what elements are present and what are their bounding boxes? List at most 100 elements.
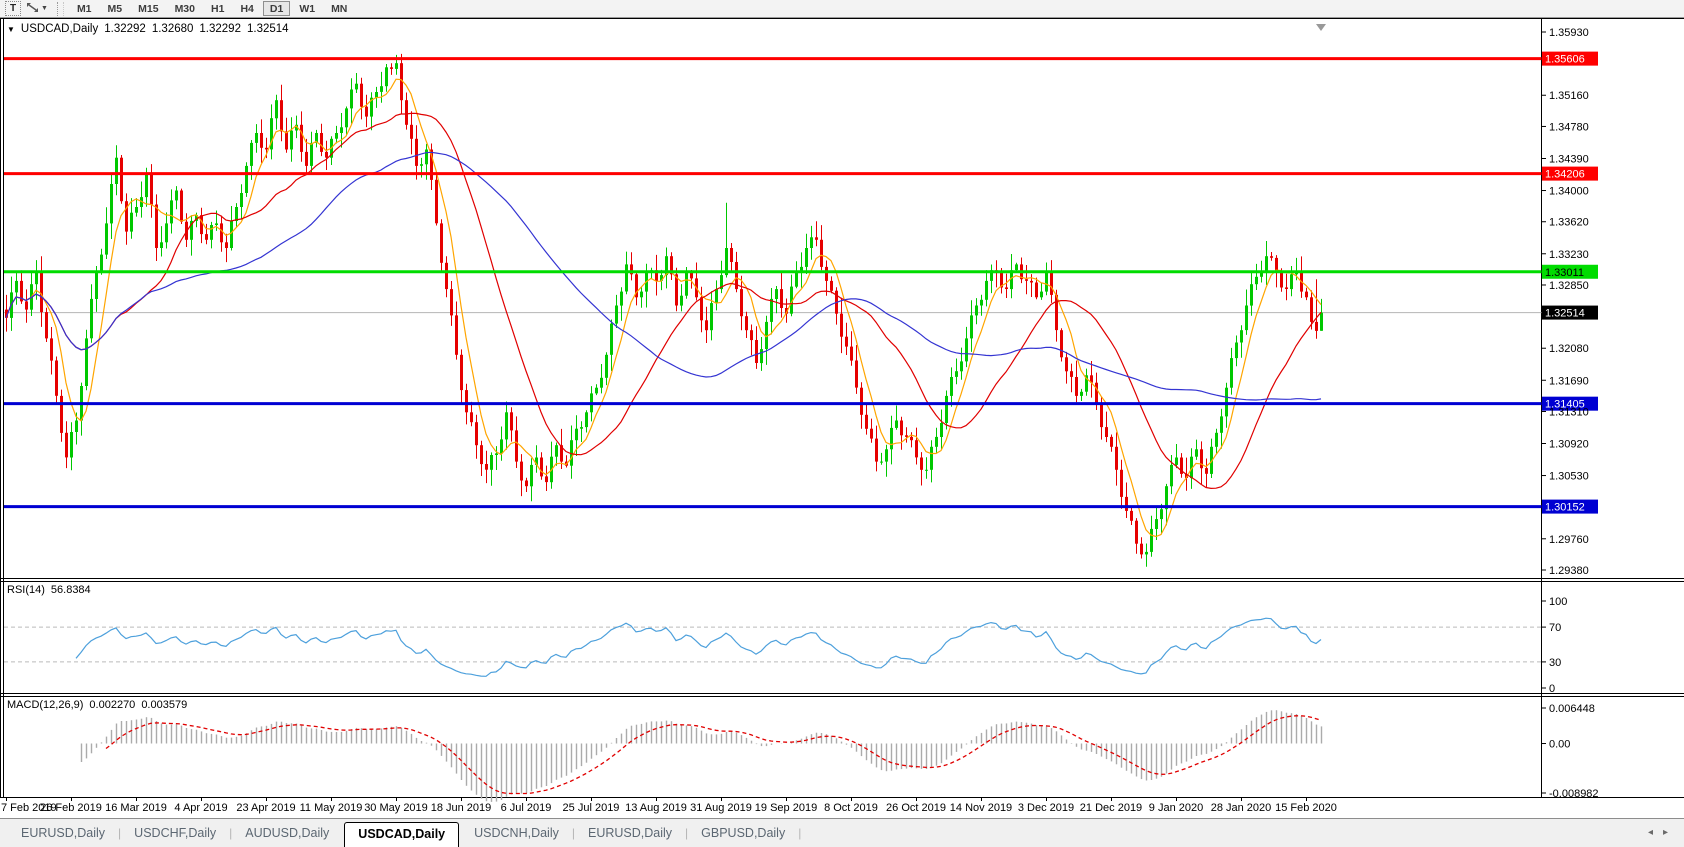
candle-body — [115, 157, 118, 184]
macd-indicator-label[interactable]: MACD(12,26,9) 0.002270 0.003579 — [7, 699, 187, 711]
candle-body — [135, 207, 138, 213]
rsi-indicator-label[interactable]: RSI(14) 56.8384 — [7, 584, 91, 596]
symbol-title: USDCAD,Daily — [20, 23, 99, 35]
date-tick-label: 11 May 2019 — [300, 802, 363, 814]
candle-body — [1305, 291, 1308, 298]
candle-body — [1090, 375, 1093, 383]
tab-usdcad-daily[interactable]: USDCAD,Daily — [344, 822, 460, 847]
candle-body — [495, 453, 498, 455]
date-tick-label: 15 Feb 2020 — [1275, 802, 1337, 814]
candle-body — [285, 131, 288, 150]
candle-body — [875, 438, 878, 462]
candle-body — [865, 414, 868, 429]
candle-body — [800, 266, 803, 273]
bid-price-label-text: 1.32514 — [1545, 308, 1585, 320]
candle-body — [1255, 276, 1258, 285]
candle-body — [580, 427, 583, 429]
timeframe-h1-button[interactable]: H1 — [204, 1, 231, 16]
candle-body — [605, 354, 608, 378]
candle-body — [395, 63, 398, 69]
candle-body — [460, 354, 463, 391]
level-price-label-text: 1.30152 — [1545, 502, 1585, 514]
candle-body — [600, 377, 603, 388]
timeframe-mn-button[interactable]: MN — [324, 1, 354, 16]
tab-eurusd-daily-2[interactable]: EURUSD,Daily — [587, 826, 673, 840]
rsi-value: 56.8384 — [50, 584, 91, 596]
candle-body — [970, 315, 973, 339]
candle-body — [510, 412, 513, 431]
candle-body — [610, 323, 613, 355]
price-tick-label: 1.32080 — [1549, 343, 1589, 355]
candle-body — [1155, 519, 1158, 529]
text-tool-button[interactable]: T — [5, 1, 21, 16]
chart-ohlc-overlay[interactable]: ▼ USDCAD,Daily 1.32292 1.32680 1.32292 1… — [7, 23, 289, 35]
tab-scroll-left-icon[interactable]: ◂ — [1647, 827, 1653, 838]
candle-body — [215, 223, 218, 225]
timeframe-m5-button[interactable]: M5 — [101, 1, 130, 16]
tab-audusd-daily[interactable]: AUDUSD,Daily — [245, 826, 330, 840]
macd-tick-label: 0.00 — [1549, 739, 1570, 751]
chart-canvas[interactable]: 1.35606 1.34206 1.33011 1.31405 1.30152 1.359… — [0, 18, 1684, 818]
dropdown-caret-icon: ▼ — [41, 5, 48, 12]
candle-body — [15, 280, 18, 293]
timeframe-d1-button[interactable]: D1 — [262, 1, 291, 16]
timeframe-m30-button[interactable]: M30 — [168, 1, 202, 16]
candle-body — [175, 190, 178, 201]
tab-usdchf-daily[interactable]: USDCHF,Daily — [134, 826, 217, 840]
candle-body — [920, 457, 923, 470]
candle-body — [530, 464, 533, 487]
tab-gbpusd-daily[interactable]: GBPUSD,Daily — [701, 826, 786, 840]
candle-body — [1050, 272, 1053, 295]
candle-body — [1060, 330, 1063, 358]
candle-body — [745, 316, 748, 331]
date-tick-label: 14 Nov 2019 — [950, 802, 1012, 814]
ohlc-close-value: 1.32514 — [246, 23, 289, 35]
candle-body — [640, 291, 643, 298]
candle-body — [45, 312, 48, 339]
symbol-collapse-caret-icon[interactable]: ▼ — [7, 24, 15, 34]
timeframe-h4-button[interactable]: H4 — [233, 1, 260, 16]
tab-eurusd-daily-1[interactable]: EURUSD,Daily — [21, 826, 106, 840]
timeframe-m1-button[interactable]: M1 — [70, 1, 99, 16]
candle-body — [125, 201, 128, 232]
timeframe-m15-button[interactable]: M15 — [131, 1, 165, 16]
candle-body — [690, 272, 693, 279]
candle-body — [250, 142, 253, 166]
candle-body — [830, 280, 833, 291]
macd-name: MACD(12,26,9) — [7, 699, 84, 711]
candle-body — [910, 436, 913, 441]
rsi-tick-label: 70 — [1549, 622, 1561, 634]
candle-body — [1040, 291, 1043, 298]
candle-body — [275, 100, 278, 119]
candle-body — [180, 190, 183, 222]
rsi-tick-label: 0 — [1549, 683, 1555, 695]
chart-tab-bar: EURUSD,Daily | USDCHF,Daily | AUDUSD,Dai… — [0, 818, 1684, 847]
tab-separator: | — [118, 826, 122, 840]
candle-body — [1220, 416, 1223, 433]
tab-usdcnh-daily[interactable]: USDCNH,Daily — [474, 826, 559, 840]
candle-body — [345, 108, 348, 128]
top-toolbar: T ▼ M1 M5 M15 M30 H1 H4 D1 W1 MN — [0, 0, 1684, 18]
date-tick-label: 16 Mar 2019 — [105, 802, 167, 814]
cursor-tool-button[interactable]: ▼ — [23, 1, 51, 16]
macd-tick-label: 0.006448 — [1549, 703, 1595, 715]
candle-body — [1175, 457, 1178, 465]
candle-body — [980, 299, 983, 306]
candle-body — [1085, 375, 1088, 392]
candle-body — [1025, 279, 1028, 281]
candle-body — [1245, 305, 1248, 331]
timeframe-w1-button[interactable]: W1 — [292, 1, 322, 16]
candle-body — [815, 237, 818, 240]
candle-body — [205, 234, 208, 240]
level-price-label — [1542, 51, 1598, 66]
candle-body — [840, 313, 843, 337]
candle-body — [860, 387, 863, 415]
toolbar-separator — [56, 1, 64, 16]
date-tick-label: 23 Apr 2019 — [236, 802, 295, 814]
candle-body — [555, 445, 558, 457]
candle-body — [1195, 449, 1198, 457]
candle-body — [325, 151, 328, 158]
tab-scroll-right-icon[interactable]: ▸ — [1662, 827, 1668, 838]
candle-body — [1285, 287, 1288, 289]
candle-body — [70, 432, 73, 458]
